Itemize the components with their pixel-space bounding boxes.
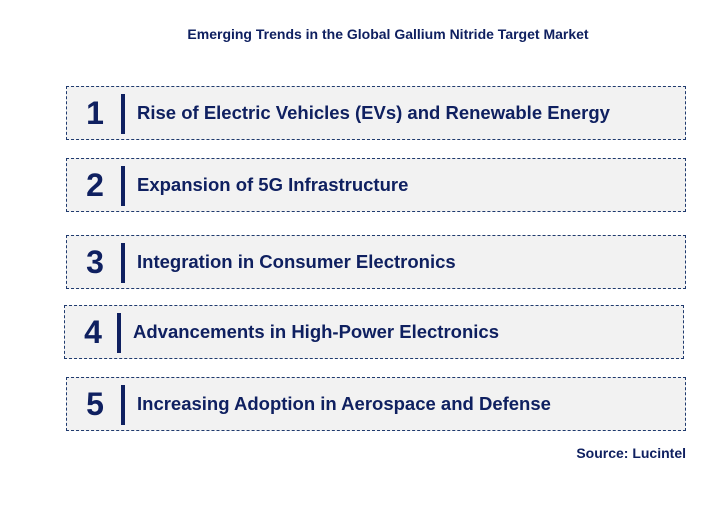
trend-item-2: 2 Expansion of 5G Infrastructure <box>66 158 686 212</box>
divider-bar <box>121 166 125 206</box>
divider-bar <box>121 243 125 283</box>
trend-label: Advancements in High-Power Electronics <box>133 321 499 342</box>
trend-label: Increasing Adoption in Aerospace and Def… <box>137 393 551 414</box>
trend-label: Rise of Electric Vehicles (EVs) and Rene… <box>137 102 610 123</box>
trend-number: 3 <box>86 244 104 280</box>
divider-bar <box>121 94 125 134</box>
trend-item-4: 4 Advancements in High-Power Electronics <box>64 305 684 359</box>
trend-item-1: 1 Rise of Electric Vehicles (EVs) and Re… <box>66 86 686 140</box>
trend-number: 4 <box>84 314 102 350</box>
trend-item-5: 5 Increasing Adoption in Aerospace and D… <box>66 377 686 431</box>
trend-item-3: 3 Integration in Consumer Electronics <box>66 235 686 289</box>
divider-bar <box>117 313 121 353</box>
diagram-title: Emerging Trends in the Global Gallium Ni… <box>0 26 712 42</box>
trend-number: 2 <box>86 167 104 203</box>
trend-label: Integration in Consumer Electronics <box>137 251 456 272</box>
trend-number: 1 <box>86 95 104 131</box>
trend-number: 5 <box>86 386 104 422</box>
divider-bar <box>121 385 125 425</box>
source-credit: Source: Lucintel <box>576 445 686 461</box>
title-text: Emerging Trends in the Global Gallium Ni… <box>187 26 589 42</box>
trend-label: Expansion of 5G Infrastructure <box>137 174 409 195</box>
